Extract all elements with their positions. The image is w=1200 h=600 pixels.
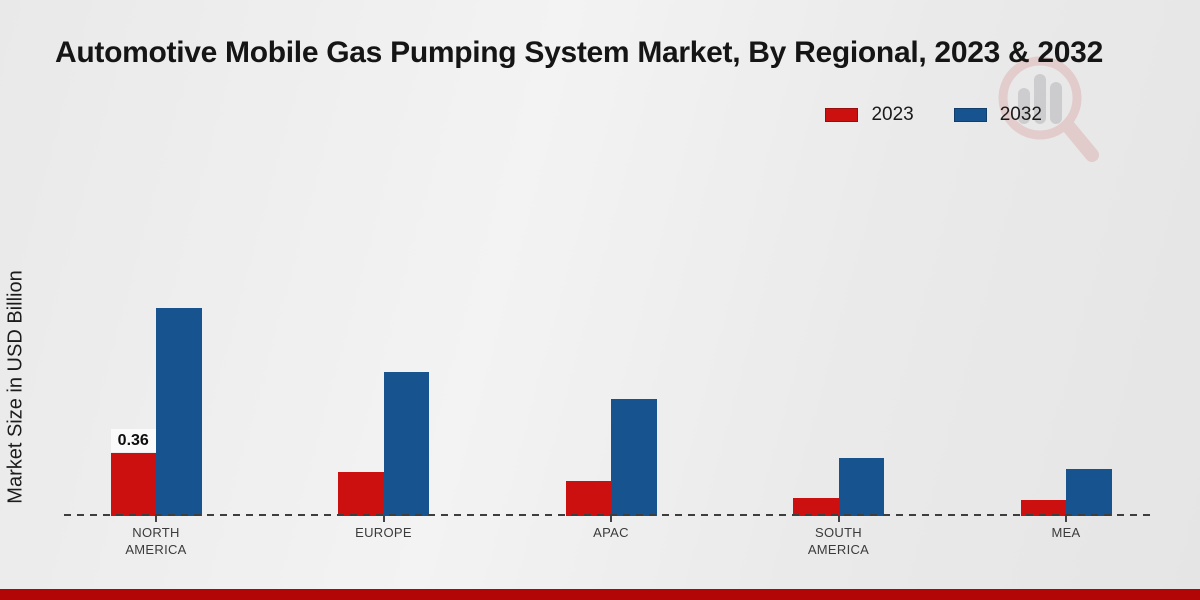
magnifier-bar-chart-logo-icon — [998, 56, 1099, 162]
bar-2032-europe — [383, 372, 429, 516]
bar-2023-europe — [338, 472, 384, 516]
category-label-south-america: SOUTH AMERICA — [807, 525, 870, 557]
chart-title: Automotive Mobile Gas Pumping System Mar… — [55, 36, 1103, 69]
legend-swatch-2023 — [825, 108, 859, 122]
bar-2032-apac — [611, 399, 657, 516]
bar-value-label: 0.36 — [110, 429, 156, 452]
axis-tick-north-america — [155, 516, 157, 522]
bar-2023-south-america — [793, 498, 839, 516]
axis-tick-south-america — [837, 516, 840, 522]
category-label-mea: MEA — [1051, 525, 1081, 540]
bar-2032-mea — [1066, 469, 1112, 516]
bar-2023-apac — [565, 481, 611, 516]
category-label-apac: APAC — [593, 525, 629, 540]
x-axis-baseline — [64, 514, 1156, 516]
bar-2032-north-america — [156, 308, 202, 516]
legend-item-2023: 2023 — [825, 104, 914, 126]
axis-tick-mea — [1065, 516, 1067, 522]
axis-tick-europe — [382, 516, 385, 522]
legend: 2023 2032 — [825, 104, 1042, 126]
legend-item-2032: 2032 — [953, 104, 1042, 126]
legend-swatch-2032 — [953, 108, 987, 122]
bar-2023-north-america — [110, 453, 156, 516]
category-label-europe: EUROPE — [355, 525, 412, 540]
category-label-north-america: NORTH AMERICA — [125, 525, 187, 557]
legend-label-2023: 2023 — [871, 104, 914, 125]
y-axis-title: Market Size in USD Billion — [4, 270, 27, 504]
axis-tick-apac — [610, 516, 612, 522]
legend-label-2032: 2032 — [999, 104, 1042, 125]
bar-2023-mea — [1020, 500, 1066, 516]
bar-2032-south-america — [838, 458, 884, 516]
footer-accent-bar — [0, 589, 1200, 600]
